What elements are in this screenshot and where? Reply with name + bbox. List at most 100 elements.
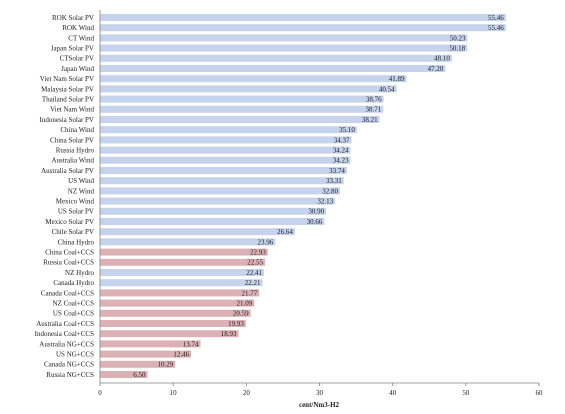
value-label: 50.23	[450, 34, 466, 42]
category-label: China Hydro	[58, 238, 95, 246]
category-label: Australia Coal+CCS	[36, 320, 94, 328]
x-tick-label: 20	[243, 389, 251, 397]
bar-22	[100, 238, 276, 246]
category-label: Australia NG+CCS	[39, 340, 94, 348]
bar-16	[100, 177, 344, 185]
bar-35	[100, 371, 148, 378]
value-label: 22.55	[247, 259, 263, 267]
value-labels: 55.46 55.46 50.23 50.18 48.10 47.20 41.89 40.54…	[133, 14, 504, 379]
category-label: US Wind	[68, 177, 94, 185]
value-label: 55.46	[488, 24, 504, 32]
category-label: Canada Coal+CCS	[41, 289, 94, 297]
category-label: Japan Wind	[61, 65, 94, 73]
value-label: 6.50	[133, 371, 146, 379]
bar-1	[100, 24, 506, 32]
category-label: China Solar PV	[50, 136, 94, 144]
value-label: 12.46	[173, 351, 189, 359]
value-label: 22.41	[246, 269, 262, 277]
category-label: Russia NG+CCS	[46, 371, 94, 379]
category-label: Mexico Wind	[56, 198, 95, 206]
x-tick-label: 10	[170, 389, 178, 397]
category-label: Viet Nam Wind	[50, 106, 94, 114]
category-label: NZ Wind	[68, 187, 95, 195]
category-label: Indonesia Coal+CCS	[35, 330, 94, 338]
bar-34	[100, 360, 176, 368]
value-label: 10.29	[158, 361, 174, 369]
value-label: 30.66	[307, 218, 323, 226]
bars-group	[100, 14, 506, 378]
category-label: CTSolar PV	[60, 55, 94, 63]
bar-30	[100, 320, 246, 327]
bar-20	[100, 218, 325, 225]
bar-15	[100, 167, 347, 174]
value-label: 38.71	[365, 106, 381, 114]
bar-23	[100, 248, 268, 256]
value-label: 19.93	[228, 320, 244, 328]
value-label: 22.93	[250, 249, 266, 257]
value-label: 32.80	[322, 187, 338, 195]
bar-12	[100, 136, 352, 144]
category-label: Chile Solar PV	[52, 228, 94, 236]
value-label: 23.96	[258, 238, 274, 246]
category-label: Australia Wind	[51, 157, 94, 165]
bar-3	[100, 44, 468, 52]
bar-33	[100, 350, 192, 358]
value-label: 48.10	[434, 55, 450, 63]
bar-18	[100, 197, 336, 205]
value-label: 47.20	[428, 65, 444, 73]
category-label: Russia Hydro	[56, 147, 95, 155]
category-label: NZ Hydro	[65, 269, 94, 277]
bar-26	[100, 279, 263, 287]
bar-24	[100, 258, 265, 266]
bar-4	[100, 54, 452, 62]
bar-27	[100, 289, 260, 297]
bar-9	[100, 105, 384, 113]
category-label: ROK Wind	[62, 24, 94, 32]
x-axis-title: cent/Nm3-H2	[299, 401, 340, 409]
bar-31	[100, 330, 239, 338]
bar-32	[100, 340, 201, 348]
x-tick-label: 60	[536, 389, 544, 397]
x-tick-label: 30	[316, 389, 324, 397]
category-label: Canada Hydro	[53, 279, 94, 287]
category-label: NZ Coal+CCS	[53, 300, 95, 308]
value-label: 35.10	[339, 126, 355, 134]
category-label: US Solar PV	[58, 208, 94, 216]
category-label: Mexico Solar PV	[45, 218, 94, 226]
category-label: Australia Solar PV	[41, 167, 94, 175]
bar-8	[100, 95, 384, 103]
value-label: 41.89	[389, 75, 405, 83]
value-label: 20.59	[233, 310, 249, 318]
category-label: Viet Nam Solar PV	[40, 75, 94, 83]
bar-10	[100, 116, 380, 123]
value-label: 34.23	[333, 157, 349, 165]
category-label: Russia Coal+CCS	[43, 259, 94, 267]
x-tick-label: 0	[98, 389, 102, 397]
category-label: Indonesia Solar PV	[40, 116, 94, 124]
value-label: 34.24	[333, 147, 349, 155]
value-label: 22.21	[245, 279, 261, 287]
category-label: Japan Solar PV	[51, 45, 94, 53]
value-label: 33.74	[329, 167, 345, 175]
category-label: Canada NG+CCS	[44, 361, 94, 369]
value-label: 38.76	[366, 96, 382, 104]
value-label: 33.31	[326, 177, 342, 185]
bar-2	[100, 34, 468, 42]
value-label: 30.90	[308, 208, 324, 216]
bar-6	[100, 75, 407, 83]
value-label: 40.54	[379, 85, 395, 93]
bar-19	[100, 207, 327, 215]
category-label: US Coal+CCS	[53, 310, 94, 318]
bar-14	[100, 156, 351, 164]
bar-13	[100, 146, 351, 154]
value-label: 50.18	[449, 45, 465, 53]
bar-29	[100, 309, 251, 317]
category-label: CT Wind	[68, 34, 94, 42]
value-label: 13.74	[183, 340, 199, 348]
category-label: China Coal+CCS	[45, 249, 94, 257]
value-label: 34.37	[334, 136, 350, 144]
x-tick-label: 50	[462, 389, 470, 397]
value-label: 21.09	[237, 300, 253, 308]
value-label: 18.93	[221, 330, 237, 338]
